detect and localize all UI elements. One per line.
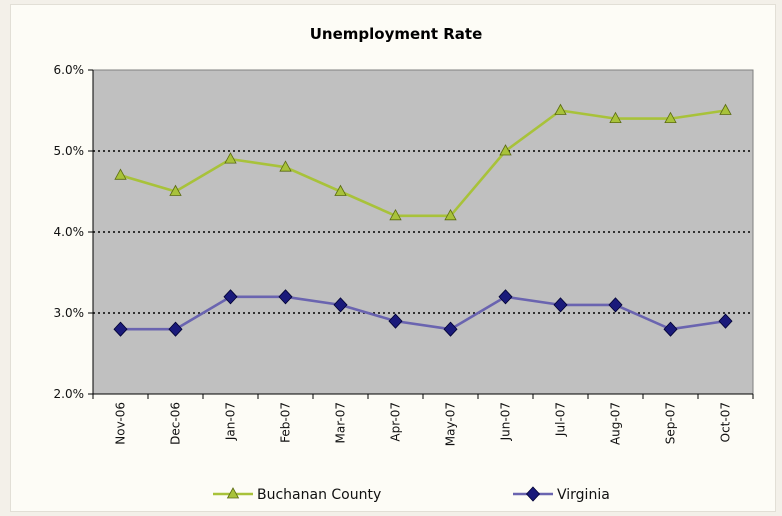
x-tick-label: Feb-07 (279, 402, 293, 443)
y-tick-label: 3.0% (54, 306, 85, 320)
line-chart: Unemployment Rate 2.0% 3.0% 4.0% 5.0% 6.0% No… (54, 25, 754, 503)
data-point (444, 208, 457, 221)
legend-label: Virginia (557, 487, 610, 503)
legend-item: Virginia (513, 486, 610, 503)
x-tick-label: Sep-07 (664, 402, 678, 444)
data-point (224, 152, 237, 164)
data-point (718, 313, 733, 329)
series-0 (114, 103, 732, 221)
legend: Buchanan County Virginia (213, 486, 610, 503)
data-point (719, 103, 732, 115)
series-line (120, 295, 726, 331)
legend-label: Buchanan County (257, 487, 381, 503)
data-point (554, 103, 567, 115)
data-point (388, 313, 403, 329)
axes: 2.0% 3.0% 4.0% 5.0% 6.0% Nov-06 Dec-06 Jan-07 Fe… (54, 63, 754, 446)
data-point (169, 184, 182, 196)
data-point (663, 321, 678, 337)
x-tick-label: Jan-07 (224, 402, 238, 441)
x-tick-label: Jul-07 (554, 402, 568, 437)
x-tick-label: Aug-07 (609, 402, 623, 445)
chart-container: Unemployment Rate 2.0% 3.0% 4.0% 5.0% 6.0% No… (10, 4, 776, 512)
data-point (499, 144, 512, 156)
y-tick-label: 4.0% (54, 225, 85, 239)
x-tick-label: Oct-07 (719, 402, 733, 442)
data-point (278, 289, 293, 305)
x-tick-label: May-07 (444, 402, 458, 446)
x-tick-label: Mar-07 (334, 402, 348, 443)
data-point (334, 184, 347, 196)
data-point (609, 111, 622, 123)
data-point (114, 168, 127, 180)
y-tick-label: 6.0% (54, 63, 85, 77)
x-tick-label: Dec-06 (169, 402, 183, 445)
data-point (113, 321, 128, 337)
data-point (333, 297, 348, 313)
data-point (664, 111, 677, 123)
legend-item: Buchanan County (213, 487, 381, 503)
data-point (553, 297, 568, 313)
data-point (608, 297, 623, 313)
x-tick-label: Jun-07 (499, 402, 513, 441)
chart-title: Unemployment Rate (310, 25, 483, 43)
legend-marker (226, 487, 240, 499)
legend-marker (525, 486, 541, 502)
y-tick-label: 2.0% (54, 387, 85, 401)
x-tick-label: Apr-07 (389, 402, 403, 442)
data-point (223, 289, 238, 305)
series-line (120, 109, 726, 218)
data-point (279, 160, 292, 172)
data-point (168, 321, 183, 337)
data-point (498, 289, 513, 305)
data-point (443, 321, 458, 337)
y-tick-label: 5.0% (54, 144, 85, 158)
data-point (389, 208, 402, 221)
series-layer (113, 103, 733, 337)
series-1 (113, 289, 733, 337)
x-tick-label: Nov-06 (114, 402, 128, 445)
